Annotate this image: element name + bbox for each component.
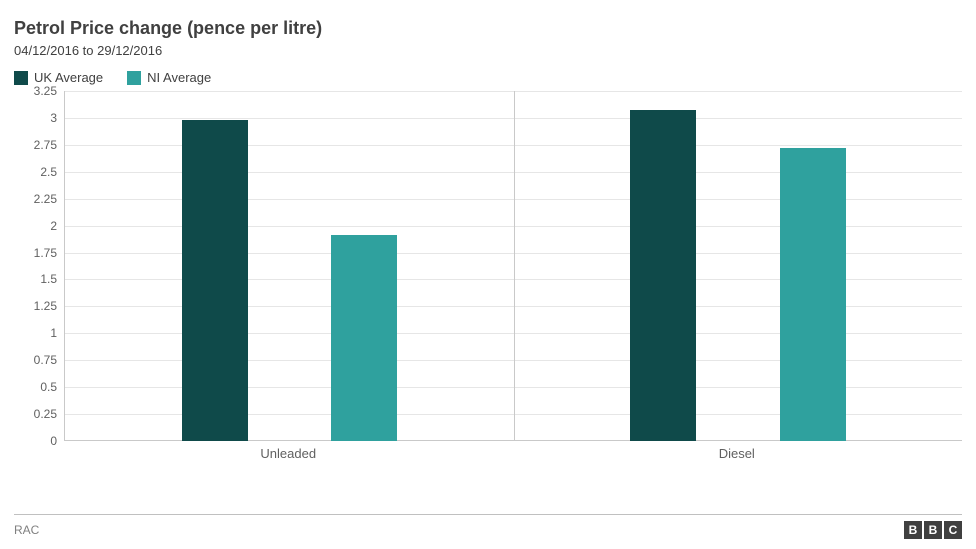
legend-swatch-icon — [14, 71, 28, 85]
y-tick-label: 2.5 — [40, 165, 65, 179]
bar — [630, 110, 696, 441]
y-tick-label: 3.25 — [34, 84, 65, 98]
bbc-logo: B B C — [904, 521, 962, 539]
y-tick-label: 0 — [50, 434, 65, 448]
bbc-logo-letter: B — [904, 521, 922, 539]
bar — [331, 235, 397, 441]
y-tick-label: 0.25 — [34, 407, 65, 421]
chart-plot-wrap: 00.250.50.7511.251.51.7522.252.52.7533.2… — [14, 91, 962, 471]
chart-footer: RAC B B C — [14, 514, 962, 539]
legend-item-ni: NI Average — [127, 70, 211, 85]
y-tick-label: 2.75 — [34, 138, 65, 152]
chart-subtitle: 04/12/2016 to 29/12/2016 — [14, 43, 962, 58]
y-tick-label: 1.5 — [40, 272, 65, 286]
x-tick-label: Diesel — [719, 446, 755, 461]
footer-rule — [14, 514, 962, 515]
source-label: RAC — [14, 523, 39, 537]
chart-plot: 00.250.50.7511.251.51.7522.252.52.7533.2… — [64, 91, 962, 441]
bar — [780, 148, 846, 441]
y-tick-label: 3 — [50, 111, 65, 125]
y-tick-label: 2 — [50, 219, 65, 233]
legend-label: UK Average — [34, 70, 103, 85]
y-tick-label: 0.5 — [40, 380, 65, 394]
legend-swatch-icon — [127, 71, 141, 85]
legend-label: NI Average — [147, 70, 211, 85]
bbc-logo-letter: B — [924, 521, 942, 539]
bbc-logo-letter: C — [944, 521, 962, 539]
bar — [182, 120, 248, 441]
chart-container: Petrol Price change (pence per litre) 04… — [0, 0, 976, 549]
group-separator — [514, 91, 515, 441]
y-tick-label: 0.75 — [34, 353, 65, 367]
legend: UK Average NI Average — [14, 70, 962, 85]
y-tick-label: 2.25 — [34, 192, 65, 206]
x-tick-label: Unleaded — [260, 446, 316, 461]
y-tick-label: 1 — [50, 326, 65, 340]
chart-title: Petrol Price change (pence per litre) — [14, 18, 962, 39]
y-tick-label: 1.25 — [34, 299, 65, 313]
y-tick-label: 1.75 — [34, 246, 65, 260]
legend-item-uk: UK Average — [14, 70, 103, 85]
